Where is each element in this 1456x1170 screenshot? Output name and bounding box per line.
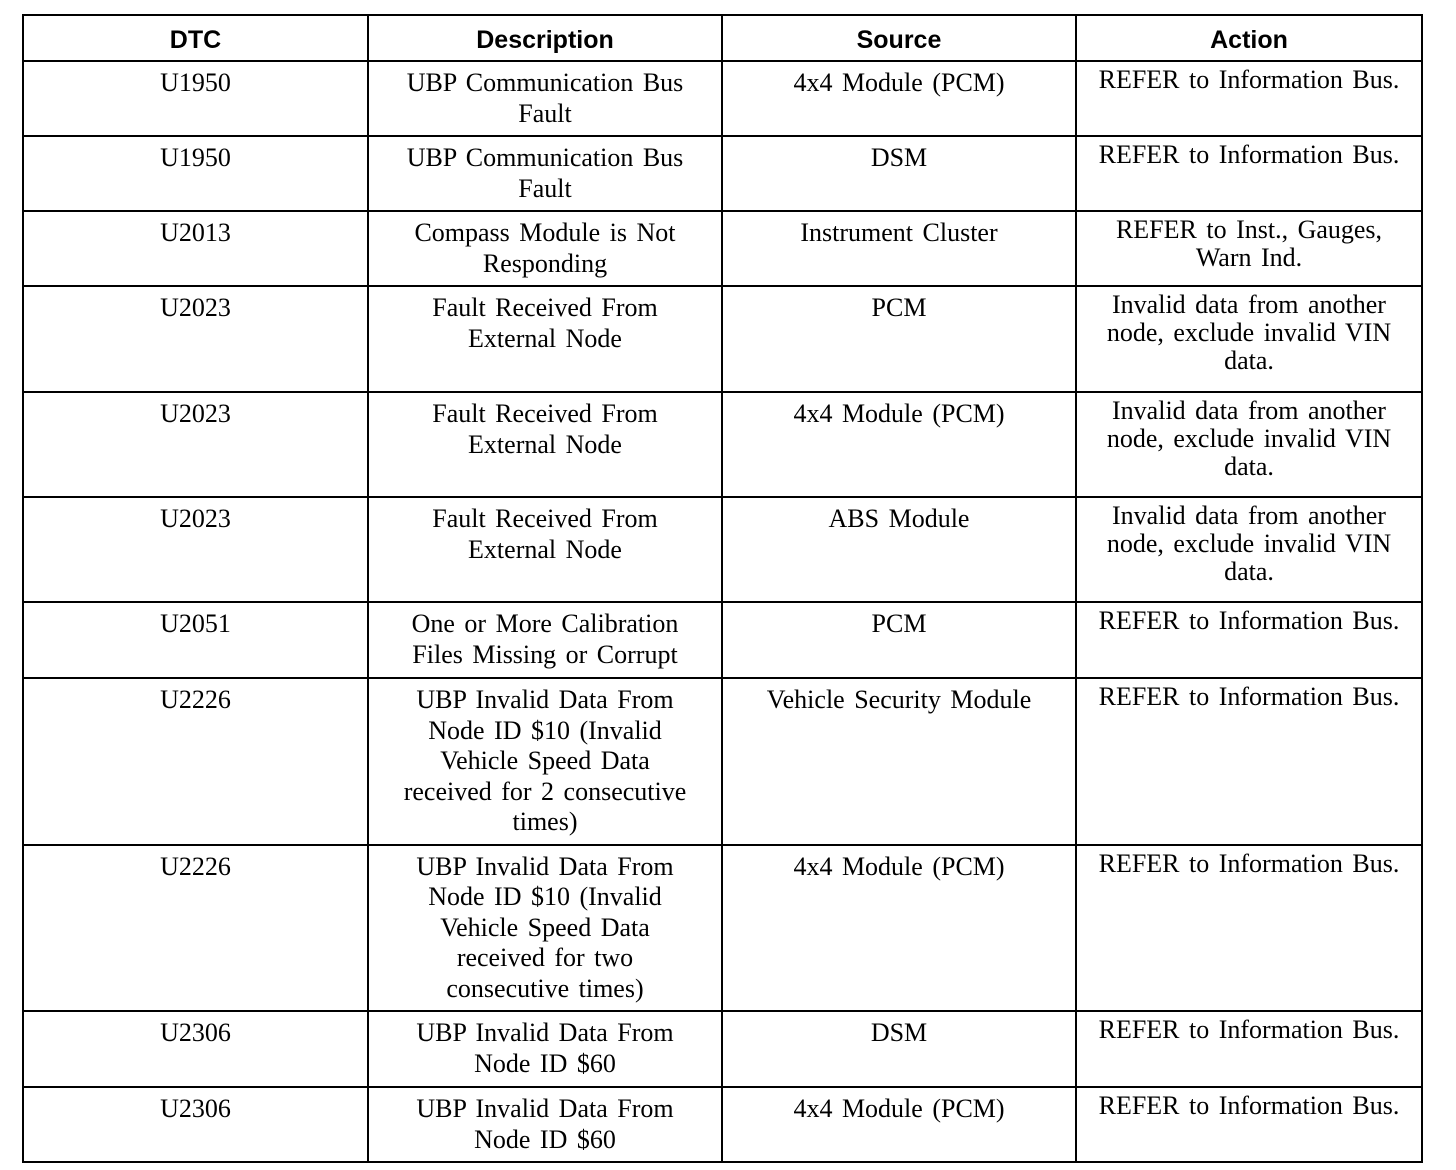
header-source: Source [721, 14, 1077, 62]
cell-action: REFER to Information Bus. [1075, 135, 1423, 212]
table-row: U2226 UBP Invalid Data From Node ID $10 (… [22, 843, 1423, 1012]
table-row: U2051 One or More Calibration Files Missi… [22, 601, 1423, 679]
table-row: U2226 UBP Invalid Data From Node ID $10 (… [22, 677, 1423, 846]
header-row: DTC Description Source Action [22, 14, 1423, 62]
cell-dtc: U1950 [22, 60, 369, 137]
cell-source: 4x4 Module (PCM) [721, 1086, 1077, 1163]
cell-action: REFER to Information Bus. [1075, 1086, 1423, 1163]
table-row: U2023 Fault Received From External Node PC… [22, 285, 1423, 393]
cell-dtc: U1950 [22, 135, 369, 212]
cell-source: 4x4 Module (PCM) [721, 843, 1077, 1012]
header-description: Description [367, 14, 723, 62]
cell-dtc: U2306 [22, 1010, 369, 1088]
cell-source: DSM [721, 135, 1077, 212]
cell-source: 4x4 Module (PCM) [721, 60, 1077, 137]
header-action: Action [1075, 14, 1423, 62]
cell-action: Invalid data from another node, exclude … [1075, 391, 1423, 498]
cell-action: REFER to Information Bus. [1075, 601, 1423, 679]
cell-dtc: U2051 [22, 601, 369, 679]
cell-action: REFER to Inst., Gauges, Warn Ind. [1075, 210, 1423, 287]
cell-description: UBP Communication Bus Fault [367, 60, 723, 137]
cell-dtc: U2023 [22, 285, 369, 393]
cell-description: UBP Invalid Data From Node ID $60 [367, 1010, 723, 1088]
cell-action: REFER to Information Bus. [1075, 1010, 1423, 1088]
cell-source: ABS Module [721, 496, 1077, 603]
cell-source: Vehicle Security Module [721, 677, 1077, 846]
table-row: U2023 Fault Received From External Node AB… [22, 496, 1423, 603]
cell-source: Instrument Cluster [721, 210, 1077, 287]
cell-dtc: U2226 [22, 843, 369, 1012]
cell-source: 4x4 Module (PCM) [721, 391, 1077, 498]
cell-dtc: U2023 [22, 391, 369, 498]
cell-description: Compass Module is Not Responding [367, 210, 723, 287]
cell-description: UBP Invalid Data From Node ID $60 [367, 1086, 723, 1163]
cell-action: Invalid data from another node, exclude … [1075, 285, 1423, 393]
cell-description: One or More Calibration Files Missing or… [367, 601, 723, 679]
cell-action: REFER to Information Bus. [1075, 843, 1423, 1012]
table-row: U1950 UBP Communication Bus Fault 4x4 Modu… [22, 60, 1423, 137]
cell-action: REFER to Information Bus. [1075, 677, 1423, 846]
cell-description: Fault Received From External Node [367, 496, 723, 603]
cell-dtc: U2023 [22, 496, 369, 603]
cell-action: REFER to Information Bus. [1075, 60, 1423, 137]
cell-dtc: U2013 [22, 210, 369, 287]
table-row: U2306 UBP Invalid Data From Node ID $60 4x… [22, 1086, 1423, 1163]
table-body: U1950 UBP Communication Bus Fault 4x4 Modu… [22, 60, 1423, 1163]
table-row: U2306 UBP Invalid Data From Node ID $60 DS… [22, 1010, 1423, 1088]
cell-source: DSM [721, 1010, 1077, 1088]
cell-dtc: U2226 [22, 677, 369, 846]
cell-description: UBP Invalid Data From Node ID $10 (Inval… [367, 843, 723, 1012]
header-dtc: DTC [22, 14, 369, 62]
dtc-table: DTC Description Source Action U1950 UBP C… [22, 14, 1423, 1163]
cell-action: Invalid data from another node, exclude … [1075, 496, 1423, 603]
cell-description: Fault Received From External Node [367, 285, 723, 393]
cell-source: PCM [721, 285, 1077, 393]
table-row: U2023 Fault Received From External Node 4x… [22, 391, 1423, 498]
cell-description: UBP Invalid Data From Node ID $10 (Inval… [367, 677, 723, 846]
cell-dtc: U2306 [22, 1086, 369, 1163]
cell-description: UBP Communication Bus Fault [367, 135, 723, 212]
table-row: U1950 UBP Communication Bus Fault DSM REFER… [22, 135, 1423, 212]
cell-source: PCM [721, 601, 1077, 679]
cell-description: Fault Received From External Node [367, 391, 723, 498]
table-row: U2013 Compass Module is Not Responding Ins… [22, 210, 1423, 287]
